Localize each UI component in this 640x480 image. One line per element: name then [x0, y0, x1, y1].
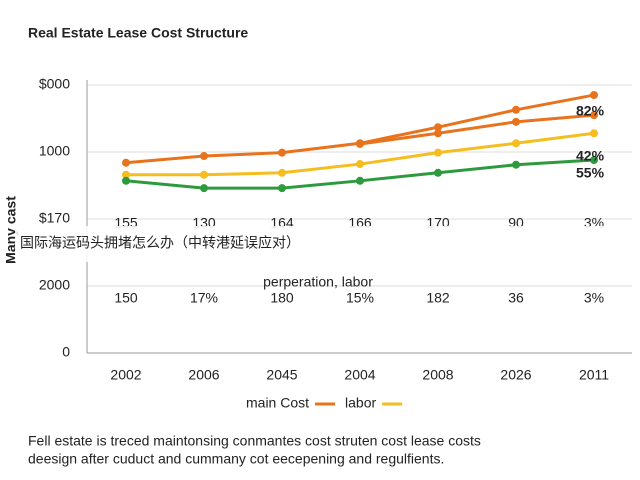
x-tick-label: 2008	[422, 367, 453, 383]
data-point	[278, 184, 286, 193]
row-label: 182	[426, 290, 450, 306]
row-label: 15%	[346, 290, 374, 306]
y-tick-label: $170	[39, 210, 70, 226]
data-point	[278, 148, 286, 157]
data-point	[512, 139, 520, 148]
watermark-bg	[15, 226, 615, 262]
y-tick-label: 1000	[39, 143, 70, 159]
data-point	[512, 117, 520, 126]
annotation: 82%	[576, 103, 605, 119]
data-point	[278, 168, 286, 177]
legend-label: labor	[345, 395, 376, 411]
data-point	[434, 129, 442, 138]
row-label: 150	[114, 290, 138, 306]
row-label: 36	[508, 290, 524, 306]
middle-text: perperation, labor	[263, 274, 373, 290]
annotation: 42%	[576, 148, 605, 164]
data-point	[590, 91, 598, 100]
data-point	[200, 152, 208, 161]
y-tick-label: $000	[39, 76, 70, 92]
data-point	[434, 148, 442, 157]
data-point	[434, 168, 442, 177]
caption-line: deesign after cuduct and cummany cot eec…	[28, 451, 444, 467]
data-point	[356, 160, 364, 169]
watermark: 国际海运码头拥堵怎么办（中转港延误应对）	[20, 235, 300, 251]
row-label: 180	[270, 290, 294, 306]
y-axis-label: Many cast	[3, 196, 19, 264]
x-tick-label: 2045	[266, 367, 297, 383]
data-point	[590, 129, 598, 138]
caption-line: Fell estate is treced maintonsing conman…	[28, 433, 481, 449]
x-tick-label: 2011	[579, 367, 609, 383]
data-point	[122, 176, 130, 185]
y-tick-label: 2000	[39, 277, 70, 293]
x-tick-label: 2006	[188, 367, 219, 383]
data-point	[434, 123, 442, 132]
x-tick-label: 2002	[110, 367, 141, 383]
data-point	[590, 111, 598, 120]
series-line	[359, 113, 595, 146]
data-point	[590, 156, 598, 165]
chart-title: Real Estate Lease Cost Structure	[28, 25, 248, 41]
data-point	[356, 139, 364, 148]
y-tick-label: 0	[62, 344, 70, 360]
data-point	[200, 170, 208, 179]
x-tick-label: 2026	[500, 367, 531, 383]
legend-label: main Cost	[246, 395, 309, 411]
data-point	[200, 184, 208, 193]
data-point	[356, 176, 364, 185]
row-label: 17%	[190, 290, 218, 306]
annotation: 55%	[576, 165, 605, 181]
x-tick-label: 2004	[344, 367, 375, 383]
series-line	[125, 93, 595, 165]
data-point	[512, 105, 520, 114]
data-point	[122, 158, 130, 167]
row-label: 3%	[584, 290, 604, 306]
data-point	[512, 160, 520, 169]
data-point	[122, 170, 130, 179]
